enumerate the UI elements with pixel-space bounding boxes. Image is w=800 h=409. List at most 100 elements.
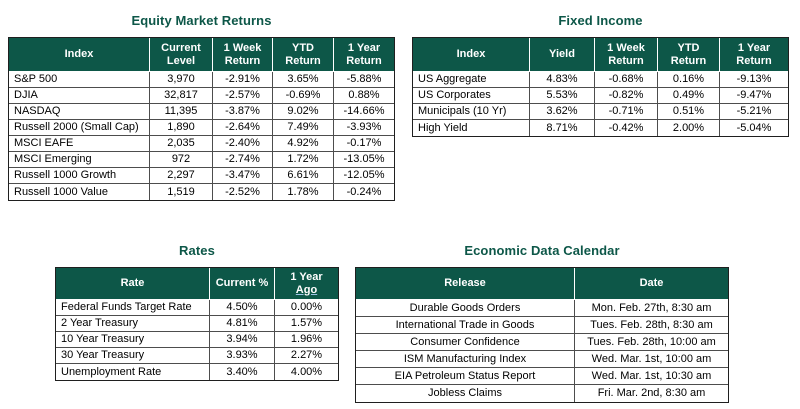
fixed-income-section: Fixed Income Index Yield 1 Week Return Y… (412, 12, 789, 137)
cell-current: 3.94% (210, 332, 275, 348)
cell-year: 0.88% (334, 88, 394, 104)
table-row: 2 Year Treasury 4.81% 1.57% (56, 316, 338, 332)
cell-week: -3.87% (213, 104, 273, 120)
fixed-header-yield: Yield (530, 38, 595, 72)
fixed-header-1-week-return: 1 Week Return (595, 38, 658, 72)
rates-table: Rate Current % 1 Year Ago Federal Funds T… (56, 268, 338, 380)
cell-week: -3.47% (213, 168, 273, 184)
table-row: Unemployment Rate 3.40% 4.00% (56, 364, 338, 380)
cell-ytd: -0.69% (273, 88, 334, 104)
cell-ytd: 1.72% (273, 152, 334, 168)
equity-header-1-year-return: 1 Year Return (334, 38, 394, 72)
cell-ytd: 4.92% (273, 136, 334, 152)
one-year-label: 1 Year (290, 270, 323, 283)
rates-title: Rates (179, 243, 215, 258)
table-row: International Trade in Goods Tues. Feb. … (356, 317, 728, 334)
equity-header-1-week-return: 1 Week Return (213, 38, 273, 72)
cell-year-ago: 1.96% (275, 332, 338, 348)
cell-index: High Yield (413, 120, 530, 136)
equity-header-index: Index (9, 38, 150, 72)
equity-table-border: Index Current Level 1 Week Return YTD Re… (8, 37, 395, 201)
fixed-header-ytd-return: YTD Return (658, 38, 720, 72)
cell-current: 3.93% (210, 348, 275, 364)
cell-ytd: 0.49% (658, 88, 720, 104)
equity-table: Index Current Level 1 Week Return YTD Re… (9, 38, 394, 200)
economic-data-calendar-section: Economic Data Calendar Release Date Dura… (355, 242, 729, 403)
cell-year: -0.24% (334, 184, 394, 200)
calendar-title: Economic Data Calendar (464, 243, 620, 258)
table-row: US Corporates 5.53% -0.82% 0.49% -9.47% (413, 88, 788, 104)
cell-level: 2,035 (150, 136, 213, 152)
cell-week: -2.74% (213, 152, 273, 168)
rates-header-current-pct: Current % (210, 268, 275, 300)
cell-index: Russell 1000 Value (9, 184, 150, 200)
cell-yield: 4.83% (530, 72, 595, 88)
cell-date: Wed. Mar. 1st, 10:00 am (575, 351, 728, 368)
cell-yield: 3.62% (530, 104, 595, 120)
cell-ytd: 0.51% (658, 104, 720, 120)
cell-year-ago: 0.00% (275, 300, 338, 316)
cell-date: Wed. Mar. 1st, 10:30 am (575, 368, 728, 385)
table-row: DJIA 32,817 -2.57% -0.69% 0.88% (9, 88, 394, 104)
table-row: 30 Year Treasury 3.93% 2.27% (56, 348, 338, 364)
cell-year: -9.13% (720, 72, 788, 88)
cell-ytd: 6.61% (273, 168, 334, 184)
table-row: S&P 500 3,970 -2.91% 3.65% -5.88% (9, 72, 394, 88)
rates-section: Rates Rate Current % 1 Year Ago Federal F… (55, 242, 339, 381)
cell-week: -0.82% (595, 88, 658, 104)
cell-year: -9.47% (720, 88, 788, 104)
equity-market-returns-section: Equity Market Returns Index Current Leve… (8, 12, 395, 201)
cell-ytd: 9.02% (273, 104, 334, 120)
calendar-header-row: Release Date (356, 268, 728, 300)
calendar-table-border: Release Date Durable Goods Orders Mon. F… (355, 267, 729, 403)
cell-yield: 8.71% (530, 120, 595, 136)
table-row: ISM Manufacturing Index Wed. Mar. 1st, 1… (356, 351, 728, 368)
cell-level: 972 (150, 152, 213, 168)
calendar-table: Release Date Durable Goods Orders Mon. F… (356, 268, 728, 402)
ago-link[interactable]: Ago (295, 283, 318, 296)
table-row: Jobless Claims Fri. Mar. 2nd, 8:30 am (356, 385, 728, 402)
rates-header-row: Rate Current % 1 Year Ago (56, 268, 338, 300)
fixed-header-1-year-return: 1 Year Return (720, 38, 788, 72)
cell-rate: Federal Funds Target Rate (56, 300, 210, 316)
cell-index: Municipals (10 Yr) (413, 104, 530, 120)
table-row: High Yield 8.71% -0.42% 2.00% -5.04% (413, 120, 788, 136)
table-row: Municipals (10 Yr) 3.62% -0.71% 0.51% -5… (413, 104, 788, 120)
cell-week: -0.68% (595, 72, 658, 88)
equity-header-current-level: Current Level (150, 38, 213, 72)
cell-rate: 2 Year Treasury (56, 316, 210, 332)
cell-index: S&P 500 (9, 72, 150, 88)
cell-index: MSCI EAFE (9, 136, 150, 152)
cell-level: 2,297 (150, 168, 213, 184)
table-row: NASDAQ 11,395 -3.87% 9.02% -14.66% (9, 104, 394, 120)
cell-ytd: 2.00% (658, 120, 720, 136)
cell-year: -5.88% (334, 72, 394, 88)
table-row: Russell 1000 Value 1,519 -2.52% 1.78% -0… (9, 184, 394, 200)
cell-ytd: 1.78% (273, 184, 334, 200)
table-row: Consumer Confidence Tues. Feb. 28th, 10:… (356, 334, 728, 351)
cell-release: Consumer Confidence (356, 334, 575, 351)
equity-header-ytd-return: YTD Return (273, 38, 334, 72)
cell-week: -0.42% (595, 120, 658, 136)
fixed-income-header-row: Index Yield 1 Week Return YTD Return 1 Y… (413, 38, 788, 72)
cell-level: 32,817 (150, 88, 213, 104)
table-row: Russell 2000 (Small Cap) 1,890 -2.64% 7.… (9, 120, 394, 136)
cell-release: ISM Manufacturing Index (356, 351, 575, 368)
table-row: Durable Goods Orders Mon. Feb. 27th, 8:3… (356, 300, 728, 317)
table-row: MSCI Emerging 972 -2.74% 1.72% -13.05% (9, 152, 394, 168)
cell-year: -5.21% (720, 104, 788, 120)
table-row: US Aggregate 4.83% -0.68% 0.16% -9.13% (413, 72, 788, 88)
cell-date: Tues. Feb. 28th, 8:30 am (575, 317, 728, 334)
cell-index: US Corporates (413, 88, 530, 104)
calendar-header-date: Date (575, 268, 728, 300)
equity-title: Equity Market Returns (131, 13, 272, 28)
fixed-income-table-border: Index Yield 1 Week Return YTD Return 1 Y… (412, 37, 789, 137)
cell-index: Russell 1000 Growth (9, 168, 150, 184)
cell-year: -14.66% (334, 104, 394, 120)
cell-rate: 10 Year Treasury (56, 332, 210, 348)
table-row: Federal Funds Target Rate 4.50% 0.00% (56, 300, 338, 316)
table-row: Russell 1000 Growth 2,297 -3.47% 6.61% -… (9, 168, 394, 184)
cell-date: Mon. Feb. 27th, 8:30 am (575, 300, 728, 317)
calendar-header-release: Release (356, 268, 575, 300)
cell-year: -5.04% (720, 120, 788, 136)
